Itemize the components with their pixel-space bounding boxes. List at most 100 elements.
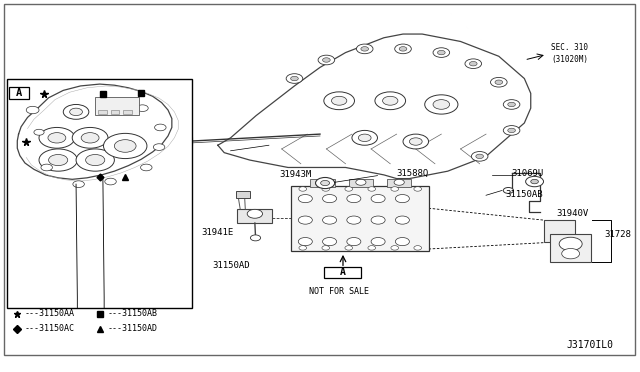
Circle shape: [531, 179, 538, 184]
Circle shape: [438, 50, 445, 55]
Circle shape: [399, 46, 407, 51]
Circle shape: [396, 216, 410, 224]
Circle shape: [508, 128, 515, 133]
Bar: [236, 191, 250, 198]
Bar: [543, 220, 575, 242]
Circle shape: [247, 209, 262, 218]
Circle shape: [469, 61, 477, 66]
Text: ---31150AC: ---31150AC: [24, 324, 74, 333]
Circle shape: [396, 237, 410, 246]
Circle shape: [391, 187, 399, 191]
Circle shape: [323, 195, 337, 203]
Text: 31728: 31728: [604, 230, 631, 239]
Bar: [124, 110, 132, 114]
Circle shape: [26, 106, 39, 114]
Text: 31943M: 31943M: [280, 170, 312, 179]
Circle shape: [414, 246, 422, 250]
FancyBboxPatch shape: [324, 267, 361, 278]
Text: 31941E: 31941E: [202, 228, 234, 237]
Text: 31150AB: 31150AB: [505, 190, 543, 199]
Text: SEC. 310
(31020M): SEC. 310 (31020M): [551, 43, 588, 64]
Circle shape: [322, 187, 330, 191]
Bar: [387, 179, 412, 187]
Bar: [550, 234, 591, 262]
Circle shape: [322, 246, 330, 250]
Circle shape: [41, 164, 52, 171]
Bar: [98, 110, 107, 114]
Circle shape: [562, 248, 580, 259]
Text: NOT FOR SALE: NOT FOR SALE: [309, 287, 369, 296]
Circle shape: [403, 134, 429, 149]
Circle shape: [471, 151, 488, 161]
Text: 31940V: 31940V: [556, 209, 589, 218]
Circle shape: [396, 195, 410, 203]
Circle shape: [286, 74, 303, 83]
Circle shape: [368, 246, 376, 250]
Circle shape: [345, 246, 353, 250]
Circle shape: [371, 216, 385, 224]
Circle shape: [394, 179, 404, 185]
Circle shape: [318, 55, 335, 65]
Circle shape: [410, 138, 422, 145]
Circle shape: [503, 126, 520, 135]
Circle shape: [425, 95, 458, 114]
Circle shape: [525, 176, 543, 187]
Circle shape: [63, 105, 89, 119]
Text: 31588Q: 31588Q: [397, 169, 429, 177]
Bar: [111, 110, 120, 114]
Circle shape: [332, 96, 347, 105]
Circle shape: [298, 216, 312, 224]
Circle shape: [298, 195, 312, 203]
Circle shape: [81, 133, 99, 143]
Circle shape: [465, 59, 481, 68]
Bar: [95, 97, 139, 115]
Circle shape: [323, 216, 337, 224]
Bar: [310, 179, 335, 187]
Circle shape: [323, 58, 330, 62]
Circle shape: [414, 187, 422, 191]
Circle shape: [345, 187, 353, 191]
Circle shape: [298, 237, 312, 246]
Circle shape: [299, 187, 307, 191]
Circle shape: [356, 44, 373, 54]
Circle shape: [291, 76, 298, 81]
Text: 31150AD: 31150AD: [212, 261, 250, 270]
Circle shape: [155, 124, 166, 131]
Circle shape: [299, 246, 307, 250]
Circle shape: [371, 237, 385, 246]
Circle shape: [104, 134, 147, 158]
Circle shape: [323, 237, 337, 246]
Circle shape: [141, 164, 152, 171]
Circle shape: [395, 44, 412, 54]
Circle shape: [559, 237, 582, 251]
Text: FRONT: FRONT: [134, 133, 161, 142]
Circle shape: [321, 180, 330, 186]
Circle shape: [73, 181, 84, 187]
Text: ---31150AD: ---31150AD: [108, 324, 157, 333]
Text: ---31150AB: ---31150AB: [108, 310, 157, 318]
Circle shape: [154, 144, 165, 150]
Circle shape: [433, 100, 450, 109]
Text: A: A: [340, 267, 346, 278]
Circle shape: [137, 105, 148, 112]
Circle shape: [250, 235, 260, 241]
FancyBboxPatch shape: [9, 87, 29, 99]
Circle shape: [105, 178, 116, 185]
Circle shape: [70, 108, 83, 116]
Circle shape: [49, 154, 68, 166]
Circle shape: [39, 149, 77, 171]
Bar: [349, 179, 373, 187]
Circle shape: [352, 131, 378, 145]
Circle shape: [368, 187, 376, 191]
Circle shape: [39, 128, 75, 148]
Circle shape: [34, 129, 44, 135]
Circle shape: [115, 140, 136, 152]
Circle shape: [76, 149, 115, 171]
Circle shape: [361, 46, 369, 51]
Circle shape: [324, 92, 355, 110]
Circle shape: [433, 48, 450, 57]
Circle shape: [48, 133, 66, 143]
Text: 31069U: 31069U: [511, 169, 544, 177]
Circle shape: [358, 134, 371, 141]
Circle shape: [86, 154, 105, 166]
